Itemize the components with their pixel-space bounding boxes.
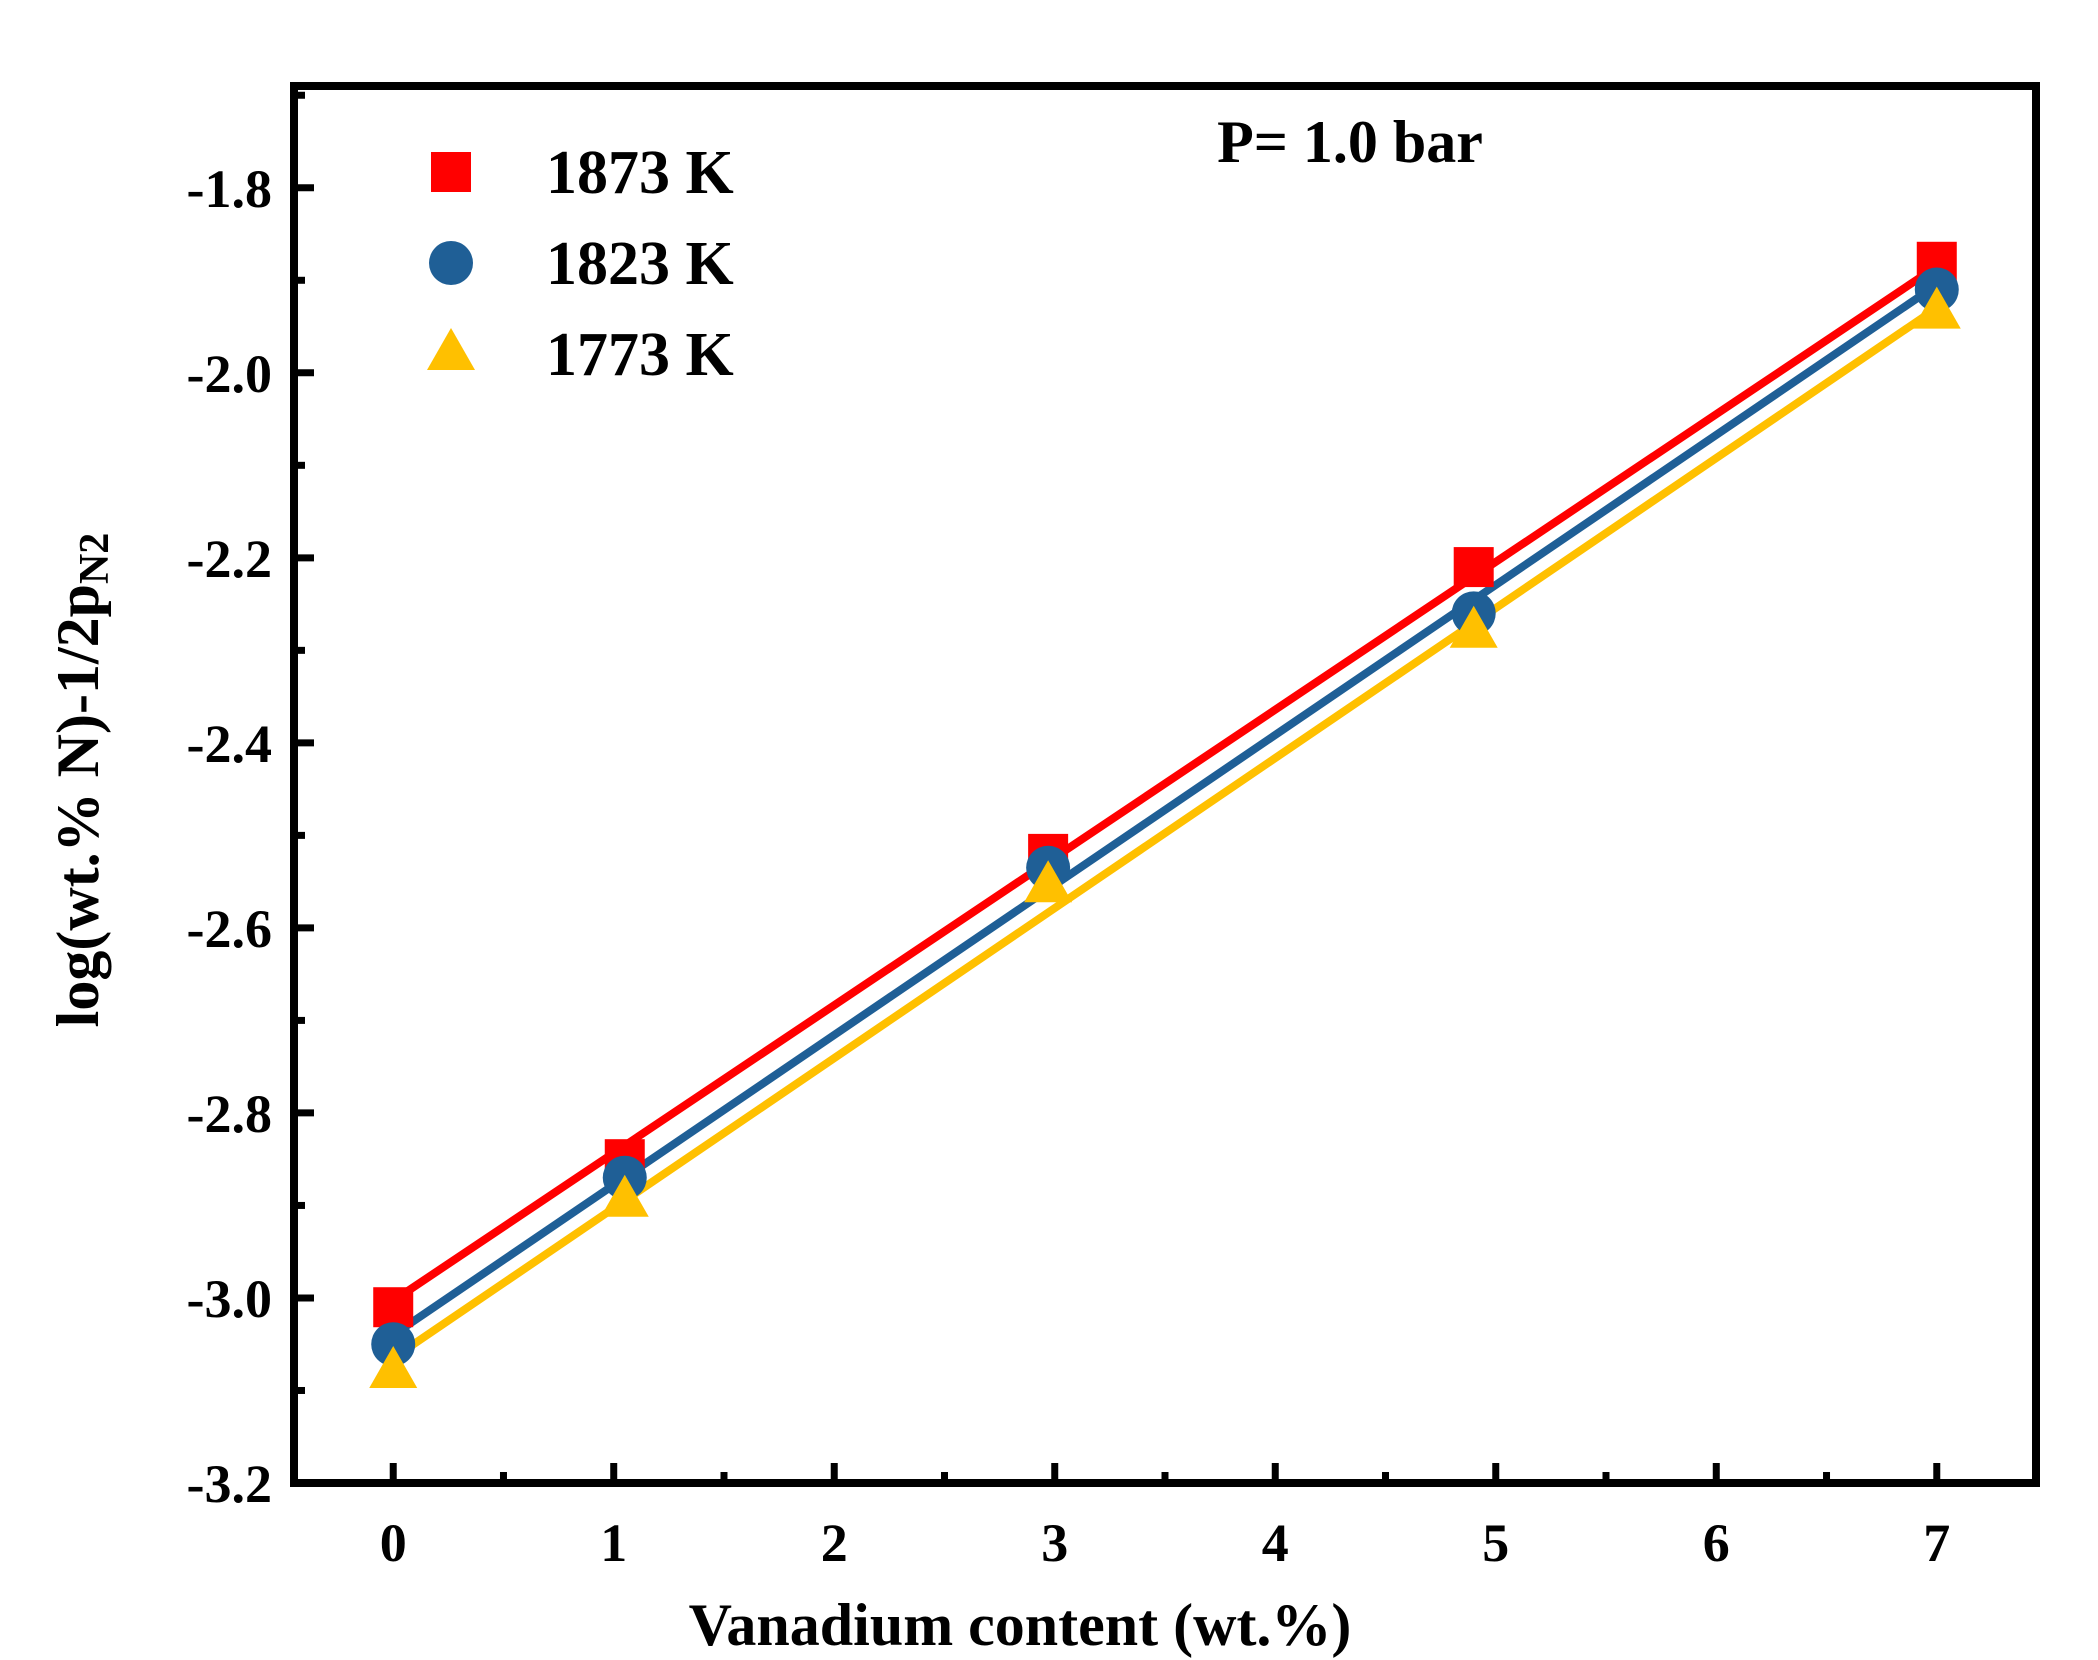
x-tick-label: 6 bbox=[1703, 1513, 1730, 1573]
x-tick-label: 4 bbox=[1262, 1513, 1289, 1573]
pressure-annotation: P= 1.0 bar bbox=[1217, 109, 1483, 175]
axis-tick-labels: 0 1 2 3 4 5 6 7 -3.2 -3.0 -2.8 -2.6 -2.4 -2.2 -2.0 -1.8 bbox=[187, 159, 1951, 1573]
y-axis-title-subscript: N2 bbox=[72, 533, 118, 584]
data-point-series-0 bbox=[373, 1287, 414, 1328]
legend-marker-2 bbox=[427, 327, 475, 370]
y-axis-title-main: log(wt.% N)-1/2p bbox=[45, 584, 111, 1027]
legend-label-0: 1873 K bbox=[546, 139, 734, 207]
y-tick-label: -1.8 bbox=[187, 159, 272, 219]
y-tick-label: -2.0 bbox=[187, 344, 272, 404]
y-tick-label: -2.2 bbox=[187, 529, 272, 589]
data-point-series-2 bbox=[1912, 286, 1961, 329]
data-point-series-2 bbox=[1024, 860, 1073, 903]
fit-line-series-2 bbox=[389, 304, 1941, 1363]
x-tick-label: 2 bbox=[821, 1513, 848, 1573]
data-point-series-2 bbox=[369, 1345, 418, 1388]
y-tick-label: -2.6 bbox=[187, 899, 272, 959]
data-point-series-0 bbox=[1453, 547, 1494, 588]
legend-marker-1 bbox=[429, 241, 473, 285]
y-tick-label: -3.2 bbox=[187, 1454, 272, 1514]
data-point-series-1 bbox=[371, 1322, 416, 1367]
fit-lines bbox=[389, 262, 1941, 1363]
x-axis-title: Vanadium content (wt.%) bbox=[689, 1592, 1352, 1658]
x-tick-label: 3 bbox=[1041, 1513, 1068, 1573]
x-tick-label: 5 bbox=[1482, 1513, 1509, 1573]
x-tick-label: 7 bbox=[1923, 1513, 1950, 1573]
fit-line-series-1 bbox=[389, 280, 1941, 1339]
legend-marker-0 bbox=[431, 152, 471, 192]
y-tick-label: -3.0 bbox=[187, 1269, 272, 1329]
data-points bbox=[369, 241, 1961, 1388]
y-axis-title: log(wt.% N)-1/2pN2 bbox=[45, 533, 118, 1028]
plot-frame bbox=[290, 82, 2040, 1487]
data-point-series-2 bbox=[600, 1174, 649, 1217]
legend-label-2: 1773 K bbox=[546, 321, 734, 389]
legend-label-1: 1823 K bbox=[546, 230, 734, 298]
fit-line-series-0 bbox=[389, 262, 1941, 1305]
x-tick-label: 0 bbox=[380, 1513, 407, 1573]
x-tick-label: 1 bbox=[600, 1513, 627, 1573]
y-tick-label: -2.4 bbox=[187, 714, 272, 774]
data-point-series-2 bbox=[1449, 605, 1498, 648]
legend: 1873 K 1823 K 1773 K bbox=[427, 139, 734, 389]
y-tick-label: -2.8 bbox=[187, 1084, 272, 1144]
